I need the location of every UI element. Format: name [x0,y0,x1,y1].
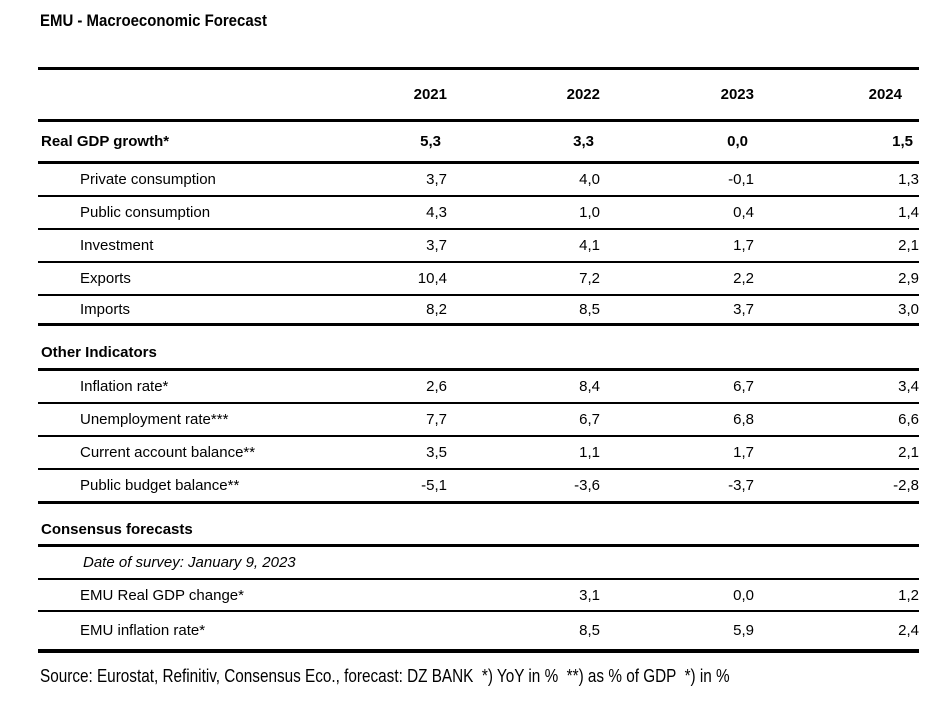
section-heading-other-indicators: Other Indicators [38,326,919,371]
cell-2021: 5,3 [420,133,441,150]
table-row-public-consumption: Public consumption 4,3 1,0 0,4 1,4 [38,197,919,230]
cell-2021: 3,5 [426,444,447,461]
row-label: Private consumption [80,171,216,188]
cell-2021: 10,4 [417,270,447,287]
cell-2023: 0,4 [733,204,754,221]
cell-2022: 4,0 [579,171,600,188]
row-label: Current account balance** [80,444,256,461]
cell-2021: 4,3 [426,204,447,221]
cell-2022: 8,4 [579,378,600,395]
cell-2024: 6,6 [898,411,919,428]
cell-2022: 3,1 [579,586,600,604]
cell-2023: 1,7 [733,237,754,254]
cell-2021: 3,7 [426,237,447,254]
cell-2024: 2,1 [898,444,919,461]
column-header-2023: 2023 [720,86,754,103]
table-header-row: 2021 2022 2023 2024 [38,70,919,122]
cell-2023: 0,0 [727,133,748,150]
table-row-exports: Exports 10,4 7,2 2,2 2,9 [38,263,919,296]
table-row-emu-inflation-rate: EMU inflation rate* 8,5 5,9 2,4 [38,612,919,653]
cell-2023: 5,9 [733,622,754,639]
forecast-table: 2021 2022 2023 2024 Real GDP growth* 5,3… [38,67,919,653]
table-row-private-consumption: Private consumption 3,7 4,0 -0,1 1,3 [38,164,919,197]
page-title-text: EMU - Macroeconomic Forecast [40,11,267,30]
cell-2024: 3,4 [898,378,919,395]
source-note-text: Source: Eurostat, Refinitiv, Consensus E… [40,666,730,686]
cell-2023: -3,7 [728,477,754,494]
row-label: Real GDP growth* [41,133,170,150]
table-row-inflation-rate: Inflation rate* 2,6 8,4 6,7 3,4 [38,371,919,404]
row-label: Investment [80,237,154,254]
table-row-survey-date-note: Date of survey: January 9, 2023 [38,547,919,580]
row-label: Exports [80,270,131,287]
row-label: Inflation rate* [80,378,169,395]
cell-2023: 1,7 [733,444,754,461]
section-heading-consensus-forecasts: Consensus forecasts [38,504,919,547]
cell-2024: 3,0 [898,301,919,318]
cell-2024: 1,2 [898,586,919,604]
table-row-imports: Imports 8,2 8,5 3,7 3,0 [38,296,919,326]
section-heading-label: Other Indicators [41,344,157,361]
cell-2022: 7,2 [579,270,600,287]
forecast-document: EMU - Macroeconomic Forecast 2021 2022 2… [0,12,950,714]
table-row-real-gdp-growth: Real GDP growth* 5,3 3,3 0,0 1,5 [38,122,919,164]
row-label: EMU Real GDP change* [80,586,244,604]
row-label: Public budget balance** [80,477,240,494]
cell-2024: 1,3 [898,171,919,188]
cell-2023: -0,1 [728,171,754,188]
cell-2022: 4,1 [579,237,600,254]
cell-2024: 1,4 [898,204,919,221]
cell-2021 [300,630,447,631]
column-header-empty [38,94,300,95]
column-header-2022: 2022 [566,86,600,103]
cell-2024: 2,1 [898,237,919,254]
cell-2024: 2,4 [898,622,919,639]
cell-2022: 6,7 [579,411,600,428]
cell-2024: -2,8 [893,477,919,494]
column-header-2024: 2024 [868,86,902,103]
cell-2024: 1,5 [892,133,913,150]
source-note: Source: Eurostat, Refinitiv, Consensus E… [40,666,950,686]
column-header-2021: 2021 [413,86,447,103]
page-title: EMU - Macroeconomic Forecast [40,12,950,30]
cell-2022: 3,3 [573,133,594,150]
cell-2023: 3,7 [733,301,754,318]
cell-2024: 2,9 [898,270,919,287]
cell-2022: 8,5 [579,622,600,639]
cell-2021: -5,1 [421,477,447,494]
row-label: EMU inflation rate* [80,622,206,639]
section-heading-label: Consensus forecasts [41,521,193,538]
table-row-emu-real-gdp-change: EMU Real GDP change* 3,1 0,0 1,2 [38,580,919,612]
row-label: Public consumption [80,204,211,221]
cell-2023: 6,7 [733,378,754,395]
table-row-investment: Investment 3,7 4,1 1,7 2,1 [38,230,919,263]
cell-2021 [300,595,447,596]
survey-date-note: Date of survey: January 9, 2023 [83,554,296,571]
cell-2022: 1,1 [579,444,600,461]
cell-2021: 2,6 [426,378,447,395]
cell-2022: 1,0 [579,204,600,221]
cell-2021: 7,7 [426,411,447,428]
cell-2022: -3,6 [574,477,600,494]
cell-2023: 0,0 [733,586,754,604]
cell-2023: 2,2 [733,270,754,287]
cell-2023: 6,8 [733,411,754,428]
table-row-current-account-balance: Current account balance** 3,5 1,1 1,7 2,… [38,437,919,470]
row-label: Unemployment rate*** [80,411,229,428]
table-row-public-budget-balance: Public budget balance** -5,1 -3,6 -3,7 -… [38,470,919,504]
row-label: Imports [80,301,131,318]
table-row-unemployment-rate: Unemployment rate*** 7,7 6,7 6,8 6,6 [38,404,919,437]
cell-2021: 3,7 [426,171,447,188]
cell-2021: 8,2 [426,301,447,318]
cell-2022: 8,5 [579,301,600,318]
